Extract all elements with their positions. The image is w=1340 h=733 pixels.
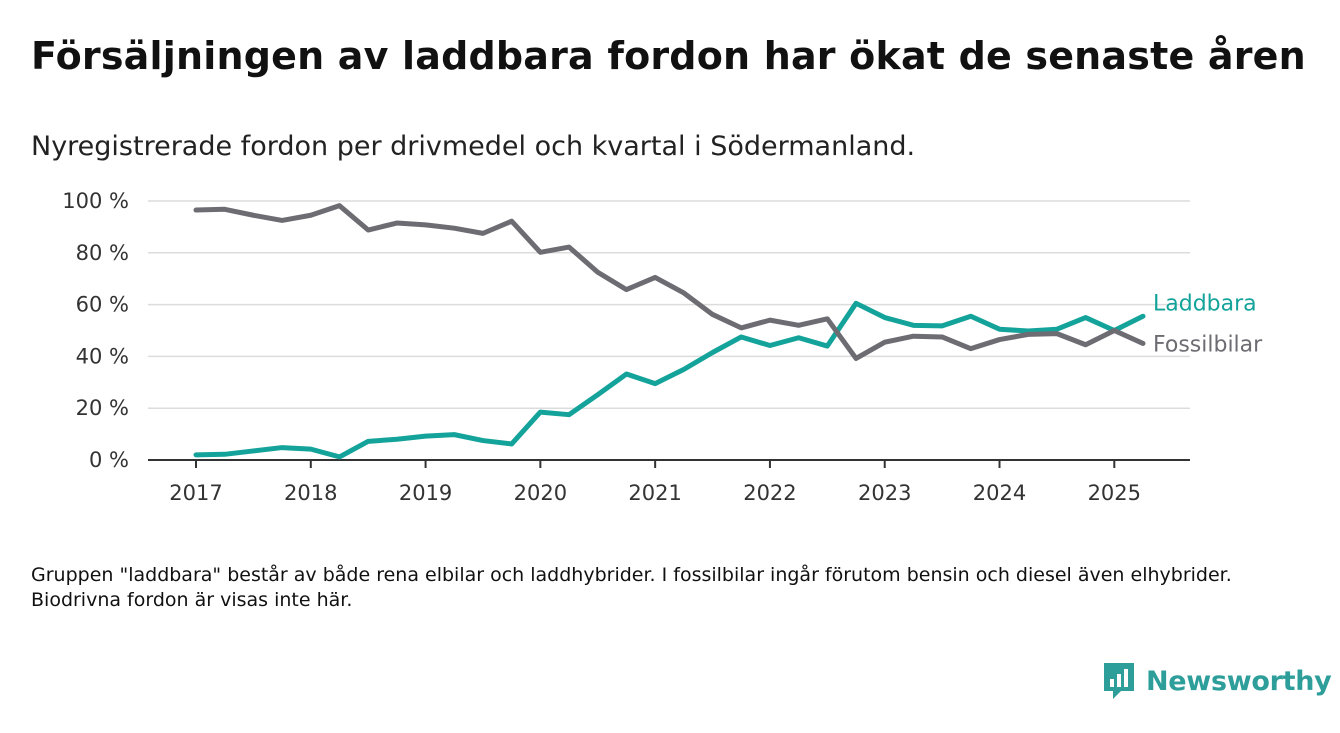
x-tick-label: 2023	[858, 481, 911, 505]
brand-logo: Newsworthy	[1102, 661, 1332, 701]
x-tick-label: 2019	[399, 481, 452, 505]
series-line-fossilbilar	[193, 203, 1146, 361]
x-tick-label: 2025	[1088, 481, 1141, 505]
gridlines	[148, 200, 1190, 409]
y-tick-label: 0 %	[89, 448, 129, 472]
x-tick-label: 2020	[514, 481, 567, 505]
y-tick-label: 20 %	[76, 396, 129, 420]
x-tick-label: 2024	[973, 481, 1026, 505]
chart-footnote: Gruppen "laddbara" består av både rena e…	[31, 564, 1232, 611]
series-label-laddbara: Laddbara	[1153, 291, 1257, 316]
y-tick-label: 80 %	[76, 241, 129, 265]
y-tick-label: 100 %	[62, 189, 129, 213]
x-tick-label: 2018	[284, 481, 337, 505]
series-line-laddbara	[193, 300, 1146, 460]
y-tick-label: 40 %	[76, 344, 129, 368]
x-axis: 2017 2018 2019 2020 2021 2022 2023 2024 2025	[148, 459, 1190, 505]
x-tick-label: 2017	[169, 481, 222, 505]
series-label-fossilbilar: Fossilbilar	[1153, 332, 1263, 357]
brand-name: Newsworthy	[1146, 665, 1332, 697]
chart-subtitle: Nyregistrerade fordon per drivmedel och …	[31, 131, 916, 162]
x-tick-label: 2021	[628, 481, 681, 505]
line-chart: 0 % 20 % 40 % 60 % 80 % 100 % 2017 2018 2019 202…	[62, 189, 1266, 505]
x-tick-label: 2022	[743, 481, 796, 505]
series-label-halo: Fossilbilar	[1153, 332, 1263, 357]
chart-title: Försäljningen av laddbara fordon har öka…	[31, 34, 1306, 78]
newsworthy-logo-icon	[1104, 663, 1134, 699]
y-axis-tick-labels: 0 % 20 % 40 % 60 % 80 % 100 %	[62, 189, 129, 472]
y-tick-label: 60 %	[76, 293, 129, 317]
series-lines	[193, 203, 1146, 460]
